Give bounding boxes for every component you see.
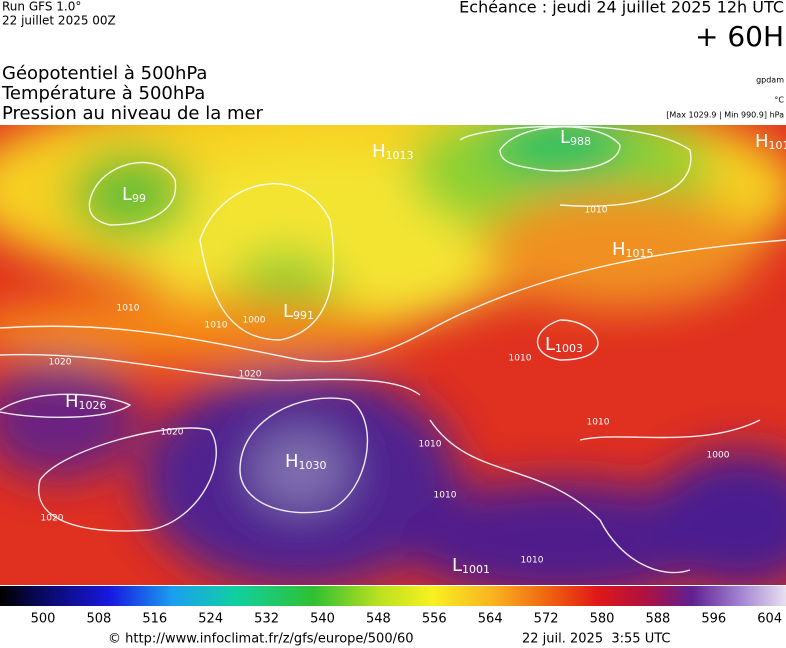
color-scale-label: 588 [645,612,670,627]
center-value: 1026 [79,399,107,412]
isobar-label: 1010 [205,321,228,331]
color-scale-label: 524 [198,612,223,627]
center-letter: L [122,184,132,205]
unit: °C [774,96,784,105]
center-value: 988 [570,135,591,148]
layer: Température à 500hPa [1,83,205,104]
lead-time: + 60H [695,20,784,53]
color-scale-label: 548 [366,612,391,627]
color-scale-label: 564 [478,612,503,627]
center-letter: L [560,127,570,148]
isobar-label: 1010 [419,440,442,450]
center-value: 1001 [462,563,490,576]
layer: Pression au niveau de la mer [2,103,264,124]
generated: 22 juil. 2025 3:55 UTC [522,632,670,647]
center-value: 1003 [555,342,583,355]
source: © http://www.infoclimat.fr/z/gfs/europe/… [108,632,414,647]
color-scale [0,586,786,606]
overlay: H1013L988L99L991H1015L1003H1026H1030L100… [31,127,786,627]
center-letter: L [452,555,462,576]
color-scale-label: 556 [422,612,447,627]
pressure-center: H1026 [65,391,107,412]
center-letter: H [65,391,79,412]
pressure-center: L1001 [452,555,490,576]
pressure-center: L991 [283,301,314,322]
isobar-label: 1010 [587,418,610,428]
pressure-center: L988 [560,127,591,148]
isobar-label: 1020 [49,358,72,368]
layer: Géopotentiel à 500hPa [2,63,207,84]
pressure-center: H1015 [612,239,654,260]
isobar-label: 1010 [434,491,457,501]
isobar-label: 1010 [509,354,532,364]
init: 22 juillet 2025 00Z [2,14,116,28]
valid-time: Echéance : jeudi 24 juillet 2025 12h UTC [459,0,784,17]
center-value: 1013 [386,149,414,162]
center-value: 991 [293,309,314,322]
pressure-center: H1013 [372,141,414,162]
center-value: 99 [132,192,146,205]
center-letter: L [283,301,293,322]
color-scale-label: 540 [310,612,335,627]
pressure-center: L99 [122,184,146,205]
color-scale-label: 580 [590,612,615,627]
color-scale-label: 596 [701,612,726,627]
center-value: 1030 [299,459,327,472]
pressure-center: H101 [755,131,786,152]
isobar-label: 1020 [239,370,262,380]
isobar-label: 1000 [243,316,266,326]
center-value: 101 [769,139,786,152]
isobar-label: 1010 [521,556,544,566]
color-scale-label: 604 [757,612,782,627]
isobar-label: 1010 [585,206,608,216]
run: Run GFS 1.0° [2,0,81,14]
isobar-label: 1010 [117,304,140,314]
center-letter: H [755,131,769,152]
isobar-label: 1020 [161,428,184,438]
map [0,125,786,585]
center-letter: H [612,239,626,260]
center-letter: L [545,334,555,355]
color-scale-label: 500 [31,612,56,627]
color-scale-label: 508 [86,612,111,627]
isobar-label: 1020 [41,514,64,524]
center-letter: H [372,141,386,162]
color-scale-label: 516 [142,612,167,627]
color-scale-label: 532 [254,612,279,627]
center-value: 1015 [626,247,654,260]
color-scale-label: 572 [534,612,559,627]
unit: gpdam [756,76,784,85]
pressure-center: L1003 [545,334,583,355]
pressure-center: H1030 [285,451,327,472]
unit: [Max 1029.9 | Min 990.9] hPa [666,111,784,120]
center-letter: H [285,451,299,472]
isobar-label: 1000 [707,451,730,461]
